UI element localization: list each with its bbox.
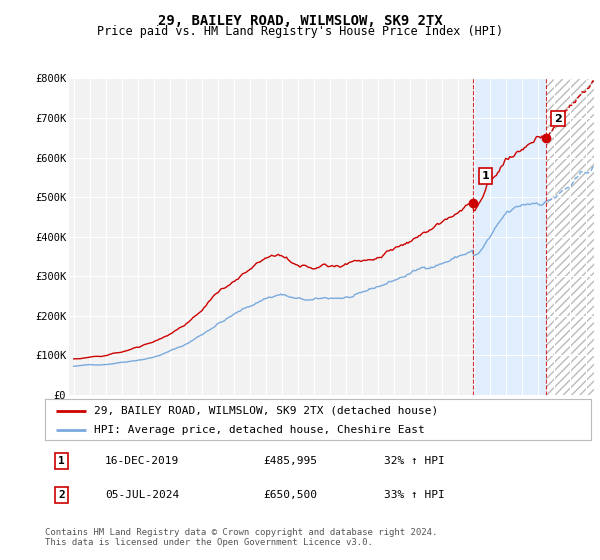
Text: £650,500: £650,500	[263, 490, 317, 500]
Bar	[473, 78, 546, 395]
Text: 05-JUL-2024: 05-JUL-2024	[105, 490, 179, 500]
Text: 32% ↑ HPI: 32% ↑ HPI	[383, 456, 444, 466]
Text: £485,995: £485,995	[263, 456, 317, 466]
Text: 33% ↑ HPI: 33% ↑ HPI	[383, 490, 444, 500]
Text: Contains HM Land Registry data © Crown copyright and database right 2024.
This d: Contains HM Land Registry data © Crown c…	[45, 528, 437, 547]
Bar	[546, 78, 594, 395]
Text: 16-DEC-2019: 16-DEC-2019	[105, 456, 179, 466]
Text: 2: 2	[58, 490, 65, 500]
Text: HPI: Average price, detached house, Cheshire East: HPI: Average price, detached house, Ches…	[94, 424, 425, 435]
Bar	[546, 78, 594, 395]
Text: 1: 1	[481, 171, 489, 181]
Text: 29, BAILEY ROAD, WILMSLOW, SK9 2TX (detached house): 29, BAILEY ROAD, WILMSLOW, SK9 2TX (deta…	[94, 405, 439, 416]
Text: 29, BAILEY ROAD, WILMSLOW, SK9 2TX: 29, BAILEY ROAD, WILMSLOW, SK9 2TX	[158, 14, 442, 28]
Text: Price paid vs. HM Land Registry's House Price Index (HPI): Price paid vs. HM Land Registry's House …	[97, 25, 503, 38]
Text: 1: 1	[58, 456, 65, 466]
Text: 2: 2	[554, 114, 562, 124]
